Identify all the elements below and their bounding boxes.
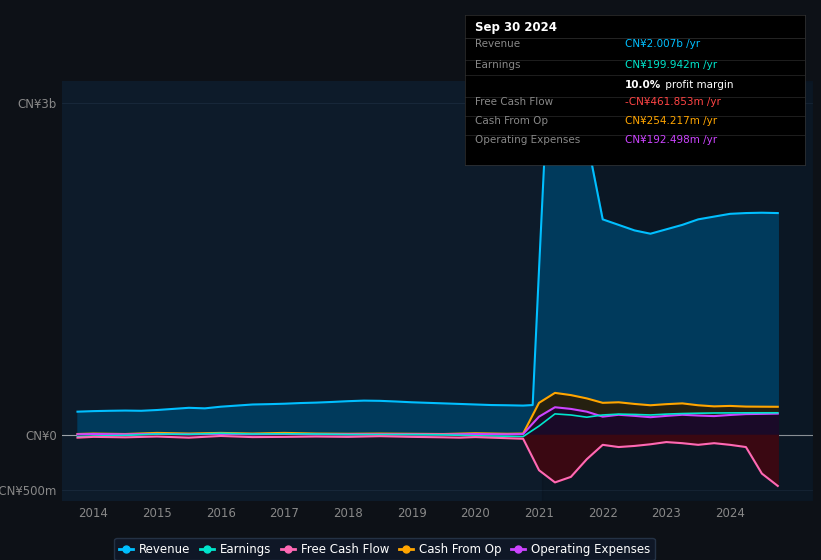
- Legend: Revenue, Earnings, Free Cash Flow, Cash From Op, Operating Expenses: Revenue, Earnings, Free Cash Flow, Cash …: [114, 538, 655, 560]
- Text: CN¥2.007b /yr: CN¥2.007b /yr: [625, 39, 700, 49]
- Text: CN¥254.217m /yr: CN¥254.217m /yr: [625, 115, 717, 125]
- Text: profit margin: profit margin: [663, 80, 734, 90]
- Text: Free Cash Flow: Free Cash Flow: [475, 97, 553, 107]
- Text: -CN¥461.853m /yr: -CN¥461.853m /yr: [625, 97, 721, 107]
- Text: Earnings: Earnings: [475, 60, 521, 70]
- Text: 10.0%: 10.0%: [625, 80, 661, 90]
- Text: Operating Expenses: Operating Expenses: [475, 135, 580, 145]
- Text: Sep 30 2024: Sep 30 2024: [475, 21, 557, 34]
- Text: Cash From Op: Cash From Op: [475, 115, 548, 125]
- Bar: [542, 81, 813, 501]
- Text: CN¥192.498m /yr: CN¥192.498m /yr: [625, 135, 717, 145]
- Text: CN¥199.942m /yr: CN¥199.942m /yr: [625, 60, 717, 70]
- Text: Revenue: Revenue: [475, 39, 521, 49]
